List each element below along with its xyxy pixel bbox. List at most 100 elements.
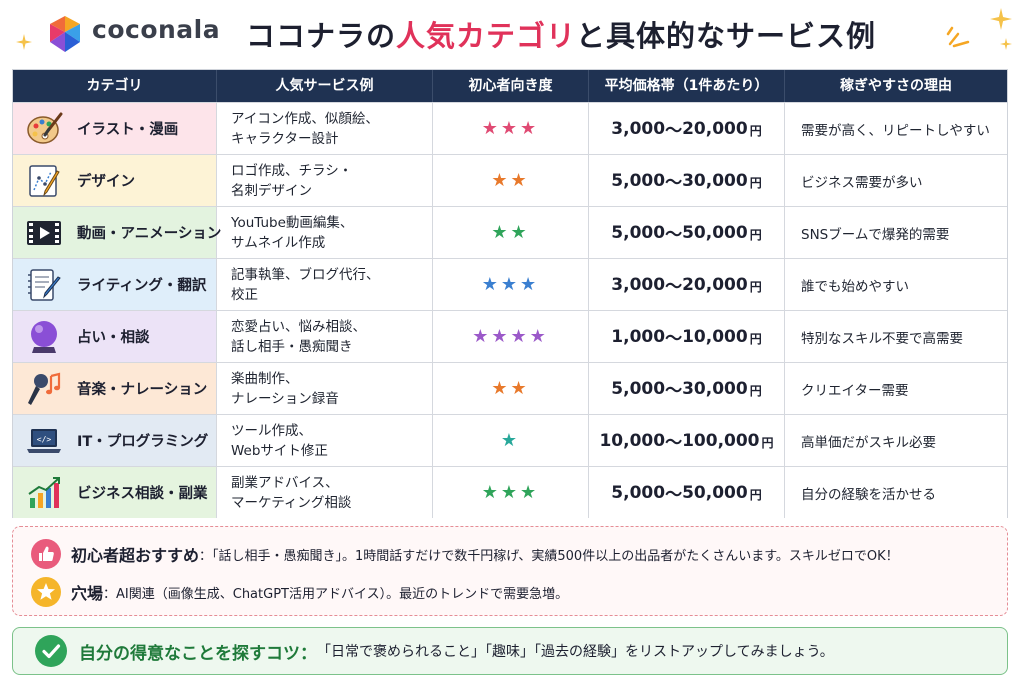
price-cell: 10,000 〜 100,000 円 — [589, 415, 785, 466]
sparkle-icon — [16, 34, 32, 50]
service-line: 話し相手・愚痴聞き — [231, 338, 353, 355]
price-min: 5,000 — [611, 170, 666, 191]
price-min: 1,000 — [611, 326, 666, 347]
header: coconala ココナラの人気カテゴリと具体的なサービス例 — [0, 0, 1024, 66]
price-cell: 5,000 〜 50,000 円 — [589, 207, 785, 258]
column-header-price: 平均価格帯（1件あたり） — [589, 70, 785, 102]
category-cell: 音楽・ナレーション — [13, 363, 217, 414]
beginner-level-cell: ★★★ — [433, 467, 589, 518]
beginner-level-cell: ★★★★ — [433, 311, 589, 362]
reason-cell: クリエイター需要 — [801, 382, 909, 399]
services-cell: ツール作成、 Webサイト修正 — [217, 415, 433, 466]
price-max: 50,000 — [682, 222, 748, 243]
service-line: 恋愛占い、悩み相談、 — [231, 318, 366, 335]
yen-unit: 円 — [749, 124, 762, 138]
service-line: ツール作成、 — [231, 422, 312, 439]
service-line: ナレーション録音 — [231, 390, 339, 407]
category-cell: </> IT・プログラミング — [13, 415, 217, 466]
sparkle-icon — [1000, 38, 1012, 50]
star-rating: ★★★ — [481, 118, 540, 139]
column-header-category: カテゴリ — [13, 70, 217, 102]
service-line: マーケティング相談 — [231, 494, 352, 511]
service-line: 名刺デザイン — [231, 182, 312, 199]
price-cell: 5,000 〜 30,000 円 — [589, 155, 785, 206]
beginner-tip-text: ：「話し相手・愚痴聞き」。1時間話すだけで数千円稼げ、実績500件以上の出品者が… — [199, 548, 899, 564]
title-highlight: 人気カテゴリ — [396, 19, 577, 53]
beginner-tip-label: 初心者超おすすめ — [71, 546, 200, 565]
yen-unit: 円 — [749, 228, 762, 242]
price-max: 30,000 — [682, 170, 748, 191]
star-rating: ★★ — [491, 170, 530, 191]
price-separator: 〜 — [665, 225, 683, 245]
price-separator: 〜 — [665, 485, 683, 505]
column-header-beginner-level: 初心者向き度 — [433, 70, 589, 102]
table-row: </> IT・プログラミング ツール作成、 Webサイト修正 ★ 10,000 〜 1… — [13, 414, 1007, 466]
service-line: アイコン作成、似顔絵、 — [231, 110, 379, 127]
price-cell: 3,000 〜 20,000 円 — [589, 103, 785, 154]
category-cell: 動画・アニメーション — [13, 207, 221, 258]
reason-cell: 需要が高く、リピートしやすい — [801, 122, 990, 139]
service-line: 校正 — [231, 286, 258, 303]
star-rating: ★★ — [491, 222, 530, 243]
price-cell: 5,000 〜 50,000 円 — [589, 467, 785, 518]
price-max: 50,000 — [682, 482, 748, 503]
star-rating: ★ — [500, 430, 521, 451]
price-max: 10,000 — [682, 326, 748, 347]
category-table: カテゴリ 人気サービス例 初心者向き度 平均価格帯（1件あたり） 稼ぎやすさの理… — [12, 69, 1008, 518]
service-line: 記事執筆、ブログ代行、 — [231, 266, 380, 283]
price-separator: 〜 — [665, 381, 683, 401]
price-separator: 〜 — [665, 121, 683, 141]
yen-unit: 円 — [749, 332, 762, 346]
reason-cell: 特別なスキル不要で高需要 — [801, 330, 963, 347]
writing-notepad-icon — [28, 268, 61, 301]
brand-name: coconala — [92, 15, 221, 44]
yen-unit: 円 — [761, 436, 774, 450]
beginner-level-cell: ★★ — [433, 155, 589, 206]
services-cell: 楽曲制作、 ナレーション録音 — [217, 363, 433, 414]
accent-lines-icon — [946, 26, 970, 48]
price-separator: 〜 — [665, 329, 683, 349]
palette-brush-icon — [27, 112, 63, 144]
price-min: 10,000 — [599, 430, 666, 451]
tips-box: 初心者超おすすめ ：「話し相手・愚痴聞き」。1時間話すだけで数千円稼げ、実績50… — [12, 526, 1008, 616]
price-separator: 〜 — [665, 277, 683, 297]
category-cell: ビジネス相談・副業 — [13, 467, 217, 518]
sparkle-icon — [990, 8, 1012, 30]
category-label: デザイン — [77, 174, 135, 190]
crystal-ball-icon — [31, 320, 57, 353]
table-row: イラスト・漫画 アイコン作成、似顔絵、 キャラクター設計 ★★★ 3,000 〜 20… — [13, 102, 1007, 154]
price-cell: 5,000 〜 30,000 円 — [589, 363, 785, 414]
service-line: サムネイル作成 — [231, 234, 326, 251]
reason-cell: 誰でも始めやすい — [801, 278, 909, 295]
category-label: イラスト・漫画 — [77, 122, 179, 138]
design-pen-icon — [29, 164, 60, 197]
growth-chart-icon — [28, 476, 60, 508]
category-cell: ライティング・翻訳 — [13, 259, 217, 310]
table-header: カテゴリ 人気サービス例 初心者向き度 平均価格帯（1件あたり） 稼ぎやすさの理… — [13, 70, 1007, 102]
services-cell: ロゴ作成、チラシ・ 名刺デザイン — [217, 155, 433, 206]
reason-cell: 自分の経験を活かせる — [801, 486, 936, 503]
category-label: ビジネス相談・副業 — [77, 486, 208, 502]
category-cell: 占い・相談 — [13, 311, 217, 362]
table-row: 占い・相談 恋愛占い、悩み相談、 話し相手・愚痴聞き ★★★★ 1,000 〜 10,… — [13, 310, 1007, 362]
table-row: デザイン ロゴ作成、チラシ・ 名刺デザイン ★★ 5,000 〜 30,000 円 ビジ… — [13, 154, 1007, 206]
yen-unit: 円 — [749, 488, 762, 502]
service-line: ロゴ作成、チラシ・ — [231, 162, 353, 179]
niche-tip-text: ：AI関連（画像生成、ChatGPT活用アドバイス）。最近のトレンドで需要急増。 — [103, 586, 569, 602]
column-header-reason: 稼ぎやすさの理由 — [840, 78, 952, 94]
category-label: 動画・アニメーション — [77, 226, 222, 242]
table-row: ビジネス相談・副業 副業アドバイス、 マーケティング相談 ★★★ 5,000 〜 50… — [13, 466, 1007, 518]
table-row: ライティング・翻訳 記事執筆、ブログ代行、 校正 ★★★ 3,000 〜 20,000… — [13, 258, 1007, 310]
beginner-tip: 初心者超おすすめ ：「話し相手・愚痴聞き」。1時間話すだけで数千円稼げ、実績50… — [31, 539, 899, 569]
price-cell: 3,000 〜 20,000 円 — [589, 259, 785, 310]
laptop-code-icon: </> — [27, 428, 61, 453]
reason-cell: SNSブームで爆発的需要 — [801, 226, 950, 243]
video-player-icon — [27, 220, 61, 245]
beginner-level-cell: ★★★ — [433, 103, 589, 154]
svg-text:</>: </> — [37, 435, 52, 444]
price-min: 5,000 — [611, 378, 666, 399]
services-cell: YouTube動画編集、 サムネイル作成 — [217, 207, 433, 258]
services-cell: 記事執筆、ブログ代行、 校正 — [217, 259, 433, 310]
beginner-level-cell: ★★★ — [433, 259, 589, 310]
niche-tip-label: 穴場 — [71, 584, 104, 603]
